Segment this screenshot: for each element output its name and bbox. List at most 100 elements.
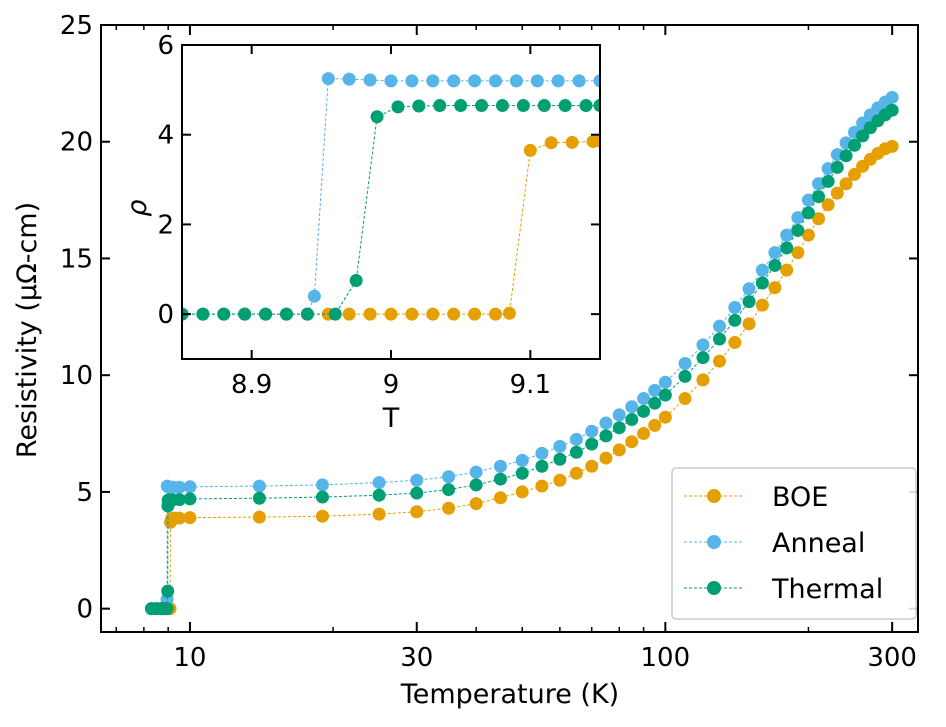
data-point (768, 281, 782, 295)
data-point (553, 473, 567, 487)
inset-data-point (530, 74, 544, 88)
data-point (493, 472, 507, 486)
data-point (612, 443, 626, 457)
data-point (648, 383, 662, 397)
series-thermal (144, 103, 899, 616)
inset-data-point (502, 306, 516, 320)
inset-data-point (565, 135, 579, 149)
legend-label: Anneal (772, 528, 865, 559)
data-point (469, 478, 483, 492)
inset-data-point (468, 307, 482, 321)
data-point (599, 451, 613, 465)
data-point (183, 492, 197, 506)
inset-data-point (558, 99, 572, 113)
inset-data-point (405, 74, 419, 88)
inset-series-thermal (182, 99, 600, 321)
data-point (658, 388, 672, 402)
data-point (172, 511, 186, 525)
data-point (585, 459, 599, 473)
main-x-axis-label: Temperature (K) (400, 679, 619, 710)
inset-data-point (349, 274, 363, 287)
inset-data-point (328, 307, 342, 321)
inset-data-point (468, 74, 482, 88)
inset-data-point (509, 74, 523, 88)
data-point (755, 298, 769, 312)
data-point (410, 473, 424, 487)
data-point (315, 478, 329, 492)
legend-item-boe: BOE (684, 482, 828, 513)
inset-data-point (579, 99, 593, 113)
data-point (160, 602, 174, 616)
data-point (830, 160, 844, 174)
inset-data-point (342, 307, 356, 321)
inset-data-point (412, 99, 426, 113)
legend-marker (707, 535, 721, 549)
data-point (713, 354, 727, 368)
inset-data-point (391, 100, 405, 114)
inset-y-axis-label: ρ (122, 199, 153, 216)
data-point (830, 186, 844, 200)
data-point (728, 313, 742, 327)
data-point (821, 198, 835, 212)
inset-data-point (447, 74, 461, 88)
data-point (493, 491, 507, 505)
data-point (885, 139, 899, 153)
y-tick-label: 20 (60, 128, 93, 158)
data-point (637, 404, 651, 418)
legend-item-thermal: Thermal (684, 574, 883, 605)
y-tick-label: 5 (76, 478, 93, 508)
data-point (801, 228, 815, 242)
data-point (791, 246, 805, 260)
y-tick-label: 15 (60, 244, 93, 274)
x-tick-label: 30 (400, 643, 433, 673)
data-point (780, 241, 794, 255)
series-line (151, 109, 893, 610)
data-point (569, 445, 583, 459)
data-point (780, 263, 794, 277)
inset-series-line (182, 140, 600, 315)
data-point (442, 470, 456, 484)
inset-x-axis-label: T (382, 403, 400, 434)
data-point (755, 276, 769, 290)
main-x-minor-ticks (115, 25, 893, 632)
data-point (848, 167, 862, 181)
inset-data-point (551, 74, 565, 88)
data-point (713, 332, 727, 346)
data-point (172, 493, 186, 507)
data-point (252, 510, 266, 524)
data-point (172, 480, 186, 494)
inset-data-point (217, 307, 231, 321)
inset-data-point (523, 143, 537, 157)
inset-data-point (426, 307, 440, 321)
data-point (469, 497, 483, 511)
inset-y-tick-label: 0 (157, 300, 174, 330)
inset-data-point (537, 99, 551, 113)
data-point (569, 466, 583, 480)
data-point (515, 466, 529, 480)
data-point (658, 375, 672, 389)
inset-data-point (495, 99, 509, 113)
inset-data-point (489, 307, 502, 321)
inset-data-point (321, 72, 335, 86)
data-point (553, 452, 567, 466)
inset-data-point (370, 110, 384, 124)
data-point (535, 479, 549, 493)
data-point (696, 338, 710, 352)
data-point (648, 396, 662, 410)
data-point (728, 300, 742, 314)
data-point (183, 480, 197, 494)
inset-data-point (447, 307, 461, 321)
data-point (161, 584, 175, 598)
data-point (696, 351, 710, 365)
inset-y-tick-label: 6 (157, 31, 174, 61)
inset-x-tick-label: 9.1 (510, 370, 551, 400)
data-point (791, 211, 805, 225)
data-point (678, 392, 692, 406)
data-point (535, 459, 549, 473)
inset-data-point (516, 99, 530, 113)
data-point (469, 465, 483, 479)
data-point (410, 486, 424, 500)
legend-label: BOE (772, 482, 828, 513)
